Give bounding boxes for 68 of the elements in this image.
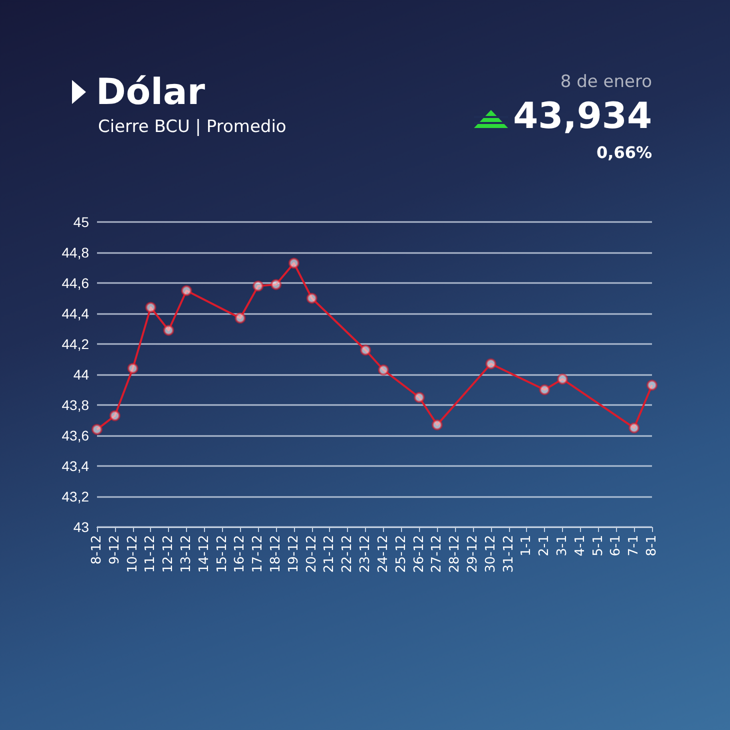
x-tick-label: 23-12 <box>358 535 374 573</box>
y-tick-label: 44,2 <box>62 336 90 352</box>
x-tick-label: 16-12 <box>232 535 248 573</box>
x-tick-label: 5-1 <box>590 535 606 556</box>
x-tick-label: 13-12 <box>179 535 194 573</box>
point <box>360 344 372 356</box>
x-tick-label: 27-12 <box>430 535 445 573</box>
point <box>414 392 425 403</box>
x-tick-label: 29-12 <box>465 535 480 573</box>
point <box>646 380 658 391</box>
x-tick-label: 10-12 <box>125 535 140 573</box>
point <box>109 410 120 422</box>
x-tick-label: 18-12 <box>268 535 284 573</box>
y-tick-label: 44,4 <box>62 306 90 322</box>
x-tick-label: 20-12 <box>304 535 320 573</box>
point <box>163 324 174 336</box>
text: 0,66% <box>596 143 652 162</box>
y-tick-label: 43,4 <box>62 458 90 474</box>
x-tick-label: 7-1 <box>626 535 642 556</box>
point <box>378 364 389 376</box>
x-tick-label: 25-12 <box>394 535 409 573</box>
x-tick-label: 11-12 <box>143 535 158 573</box>
x-tick-label: 4-1 <box>572 535 588 556</box>
x-tick-label: 19-12 <box>286 535 302 573</box>
text: 8 de enero <box>560 72 652 92</box>
point <box>556 374 568 385</box>
point <box>485 358 496 370</box>
x-tick-label: 12-12 <box>161 535 176 573</box>
x-tick-label: 17-12 <box>250 535 266 573</box>
point <box>288 258 300 269</box>
x-tick-label: 15-12 <box>214 535 230 573</box>
text: 43,934 <box>513 96 652 137</box>
chart-subtitle: Cierre BCU | Promedio <box>98 117 286 137</box>
x-tick-label: 14-12 <box>196 535 212 573</box>
y-tick-label: 44,6 <box>62 275 90 291</box>
x-tick-label: 22-12 <box>340 535 356 573</box>
point <box>432 419 443 430</box>
point <box>127 362 138 374</box>
x-tick-label: 2-1 <box>537 535 552 556</box>
y-tick-label: 43,8 <box>62 397 90 413</box>
point <box>252 280 264 292</box>
y-tick-label: 44,8 <box>62 244 90 260</box>
point <box>181 285 192 296</box>
x-tick-label: 30-12 <box>483 535 498 573</box>
point <box>270 279 282 290</box>
x-tick-label: 31-12 <box>501 535 516 573</box>
x-tick-label: 21-12 <box>322 535 338 573</box>
y-tick-label: 45 <box>73 214 90 230</box>
point <box>628 422 640 434</box>
x-tick-label: 9-12 <box>107 535 122 565</box>
point <box>539 384 550 396</box>
x-tick-label: 28-12 <box>448 535 463 573</box>
chart-title: Dólar <box>96 72 206 113</box>
y-tick-label: 43 <box>73 519 90 535</box>
x-tick-label: 1-1 <box>519 535 534 556</box>
x-tick-label: 26-12 <box>412 535 427 573</box>
y-tick-label: 44 <box>73 366 90 382</box>
x-tick-label: 3-1 <box>554 535 570 556</box>
x-tick-label: 6-1 <box>608 535 624 556</box>
x-tick-label: 24-12 <box>376 535 391 573</box>
x-tick-label: 8-1 <box>644 535 660 556</box>
y-tick-label: 43,2 <box>62 488 90 504</box>
y-tick-label: 43,6 <box>62 428 90 444</box>
point <box>92 424 102 435</box>
point <box>234 312 246 324</box>
x-tick-label: 8-12 <box>90 535 104 565</box>
point <box>145 302 156 313</box>
point <box>306 292 318 304</box>
